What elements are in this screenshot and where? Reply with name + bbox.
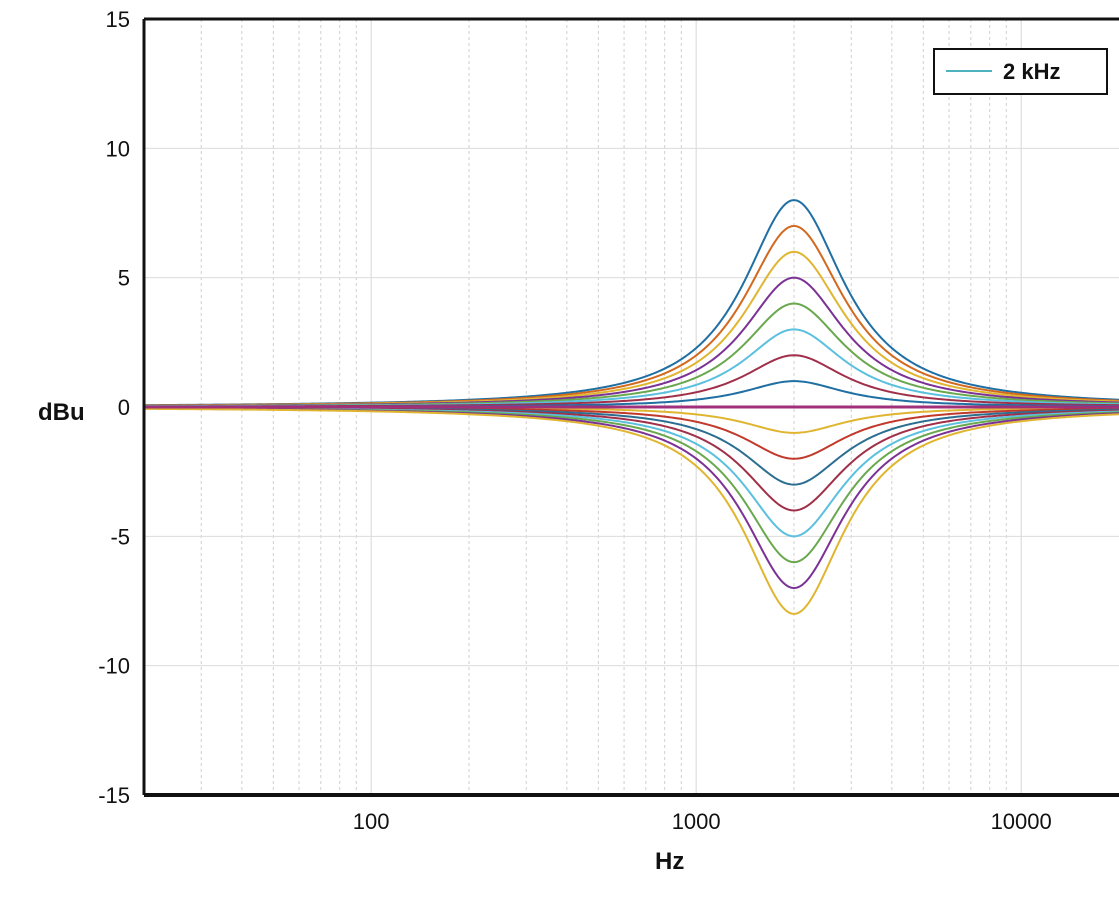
y-tick-label: -5 xyxy=(110,524,130,549)
y-axis-title: dBu xyxy=(38,399,85,426)
x-tick-label: 100 xyxy=(353,809,390,834)
curve-layer xyxy=(143,199,1119,615)
series-line-14 xyxy=(143,407,1119,564)
x-axis-title: Hz xyxy=(655,848,684,875)
x-tick-label: 1000 xyxy=(672,809,721,834)
series-line-15 xyxy=(143,407,1119,590)
series-line-2 xyxy=(143,250,1119,407)
y-tick-label: 10 xyxy=(106,136,130,161)
legend-entry-label: 2 kHz xyxy=(1003,59,1060,84)
legend: 2 kHz xyxy=(933,48,1108,95)
frame-layer xyxy=(142,17,1119,797)
series-line-1 xyxy=(143,224,1119,407)
y-tick-label: -15 xyxy=(98,783,130,808)
x-tick-labels: 100 1000 10000 xyxy=(353,809,1052,834)
y-tick-labels: -15 -10 -5 0 5 10 15 xyxy=(98,7,130,808)
y-tick-label: 15 xyxy=(106,7,130,32)
series-line-0 xyxy=(143,199,1119,407)
y-tick-label: -10 xyxy=(98,654,130,679)
y-tick-label: 0 xyxy=(118,395,130,420)
x-tick-label: 10000 xyxy=(991,809,1052,834)
y-tick-label: 5 xyxy=(118,266,130,291)
series-line-16 xyxy=(143,407,1119,615)
